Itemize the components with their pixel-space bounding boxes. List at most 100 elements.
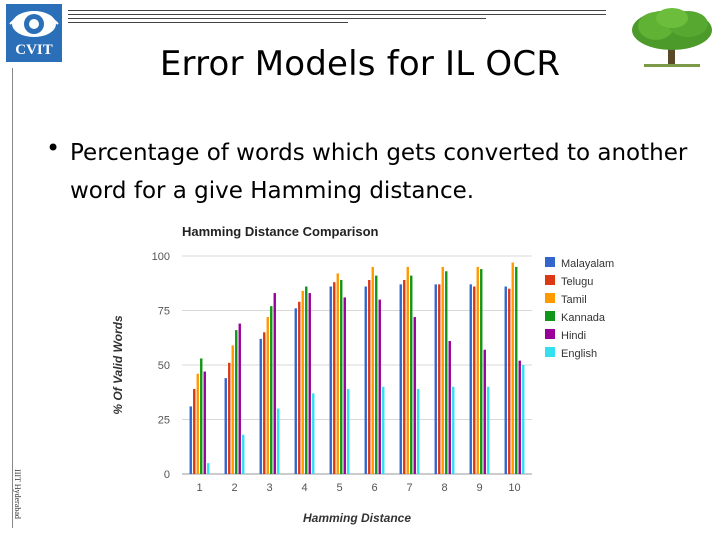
bar-tamil-7 [406, 266, 409, 474]
y-tick-label: 50 [158, 360, 170, 372]
bar-kannada-4 [305, 286, 308, 474]
bar-hindi-8 [448, 341, 451, 474]
bar-malayalam-10 [504, 286, 507, 474]
bar-tamil-8 [441, 266, 444, 474]
legend-swatch-kannada [545, 311, 555, 321]
y-tick-label: 100 [152, 251, 170, 263]
tree-logo [628, 4, 716, 70]
legend-swatch-malayalam [545, 257, 555, 267]
x-tick-label: 2 [231, 482, 237, 494]
y-axis-label: % Of Valid Words [111, 315, 125, 415]
header-rule-4 [68, 22, 348, 23]
legend-label-malayalam: Malayalam [561, 258, 614, 270]
bar-english-9 [487, 386, 490, 474]
legend-swatch-english [545, 347, 555, 357]
x-tick-label: 4 [301, 482, 307, 494]
bar-tamil-3 [266, 317, 269, 474]
bar-english-3 [277, 408, 280, 474]
cvit-logo: CVIT [6, 4, 62, 62]
bar-tamil-9 [476, 266, 479, 474]
bar-malayalam-2 [224, 378, 227, 474]
bar-hindi-10 [518, 360, 521, 474]
header-rule-2 [68, 14, 606, 15]
logo-text: CVIT [15, 42, 53, 58]
bar-english-4 [312, 393, 315, 474]
bullet-marker: • [46, 134, 61, 162]
x-tick-label: 9 [476, 482, 482, 494]
bar-kannada-5 [340, 279, 343, 474]
bar-english-8 [452, 386, 455, 474]
bar-malayalam-5 [329, 286, 332, 474]
hamming-chart: Hamming Distance Comparison 0 25 50 75 100% O… [100, 214, 660, 534]
legend-label-tamil: Tamil [561, 294, 587, 306]
bar-telugu-1 [193, 388, 196, 474]
bullet-text: Percentage of words which gets converted… [70, 140, 688, 204]
legend-label-telugu: Telugu [561, 276, 593, 288]
bar-kannada-7 [410, 275, 413, 474]
bar-hindi-3 [273, 293, 276, 474]
bar-malayalam-9 [469, 284, 472, 474]
bar-tamil-4 [301, 290, 304, 474]
x-axis-label: Hamming Distance [303, 511, 411, 525]
bar-kannada-2 [235, 330, 238, 474]
bar-hindi-9 [483, 349, 486, 474]
x-tick-label: 3 [266, 482, 272, 494]
bar-kannada-3 [270, 306, 273, 474]
bar-malayalam-7 [399, 284, 402, 474]
bar-hindi-4 [308, 293, 311, 474]
bar-tamil-2 [231, 345, 234, 474]
bar-kannada-8 [445, 271, 448, 474]
x-tick-label: 1 [196, 482, 202, 494]
y-tick-label: 25 [158, 415, 170, 427]
bar-hindi-6 [378, 299, 381, 474]
x-tick-label: 8 [441, 482, 447, 494]
bar-tamil-6 [371, 266, 374, 474]
bar-malayalam-4 [294, 308, 297, 474]
bar-telugu-9 [473, 286, 476, 474]
bar-english-5 [347, 388, 350, 474]
legend-label-kannada: Kannada [561, 312, 606, 324]
bar-telugu-4 [298, 301, 301, 474]
header-rule-1 [68, 10, 606, 11]
bar-hindi-1 [203, 371, 206, 474]
left-rule [12, 68, 13, 528]
chart-title: Hamming Distance Comparison [182, 224, 379, 239]
bar-tamil-10 [511, 262, 514, 474]
legend-swatch-hindi [545, 329, 555, 339]
bar-telugu-8 [438, 284, 441, 474]
x-tick-label: 5 [336, 482, 342, 494]
legend-swatch-telugu [545, 275, 555, 285]
x-tick-label: 7 [406, 482, 412, 494]
bar-malayalam-8 [434, 284, 437, 474]
slide-title: Error Models for IL OCR [159, 44, 561, 84]
header-rule-3 [68, 18, 486, 19]
bar-telugu-7 [403, 279, 406, 474]
side-label: IIIT Hyderabad [13, 469, 22, 519]
bar-english-7 [417, 388, 420, 474]
legend-swatch-tamil [545, 293, 555, 303]
bar-english-10 [522, 365, 525, 474]
bar-telugu-10 [508, 288, 511, 474]
bar-kannada-1 [200, 358, 203, 474]
bar-english-2 [242, 434, 245, 474]
x-tick-label: 6 [371, 482, 377, 494]
bar-hindi-7 [413, 317, 416, 474]
legend-label-english: English [561, 348, 597, 360]
legend-label-hindi: Hindi [561, 330, 586, 342]
bar-telugu-6 [368, 279, 371, 474]
bar-english-6 [382, 386, 385, 474]
bar-tamil-5 [336, 273, 339, 474]
bar-telugu-5 [333, 282, 336, 474]
bar-malayalam-3 [259, 338, 262, 474]
bar-english-1 [207, 463, 210, 474]
y-tick-label: 0 [164, 469, 170, 481]
bar-malayalam-6 [364, 286, 367, 474]
bar-hindi-5 [343, 297, 346, 474]
bar-telugu-3 [263, 332, 266, 474]
bar-hindi-2 [238, 323, 241, 474]
bar-kannada-9 [480, 269, 483, 474]
bar-malayalam-1 [189, 406, 192, 474]
bar-tamil-1 [196, 373, 199, 474]
y-tick-label: 75 [158, 306, 170, 318]
bar-telugu-2 [228, 362, 231, 474]
